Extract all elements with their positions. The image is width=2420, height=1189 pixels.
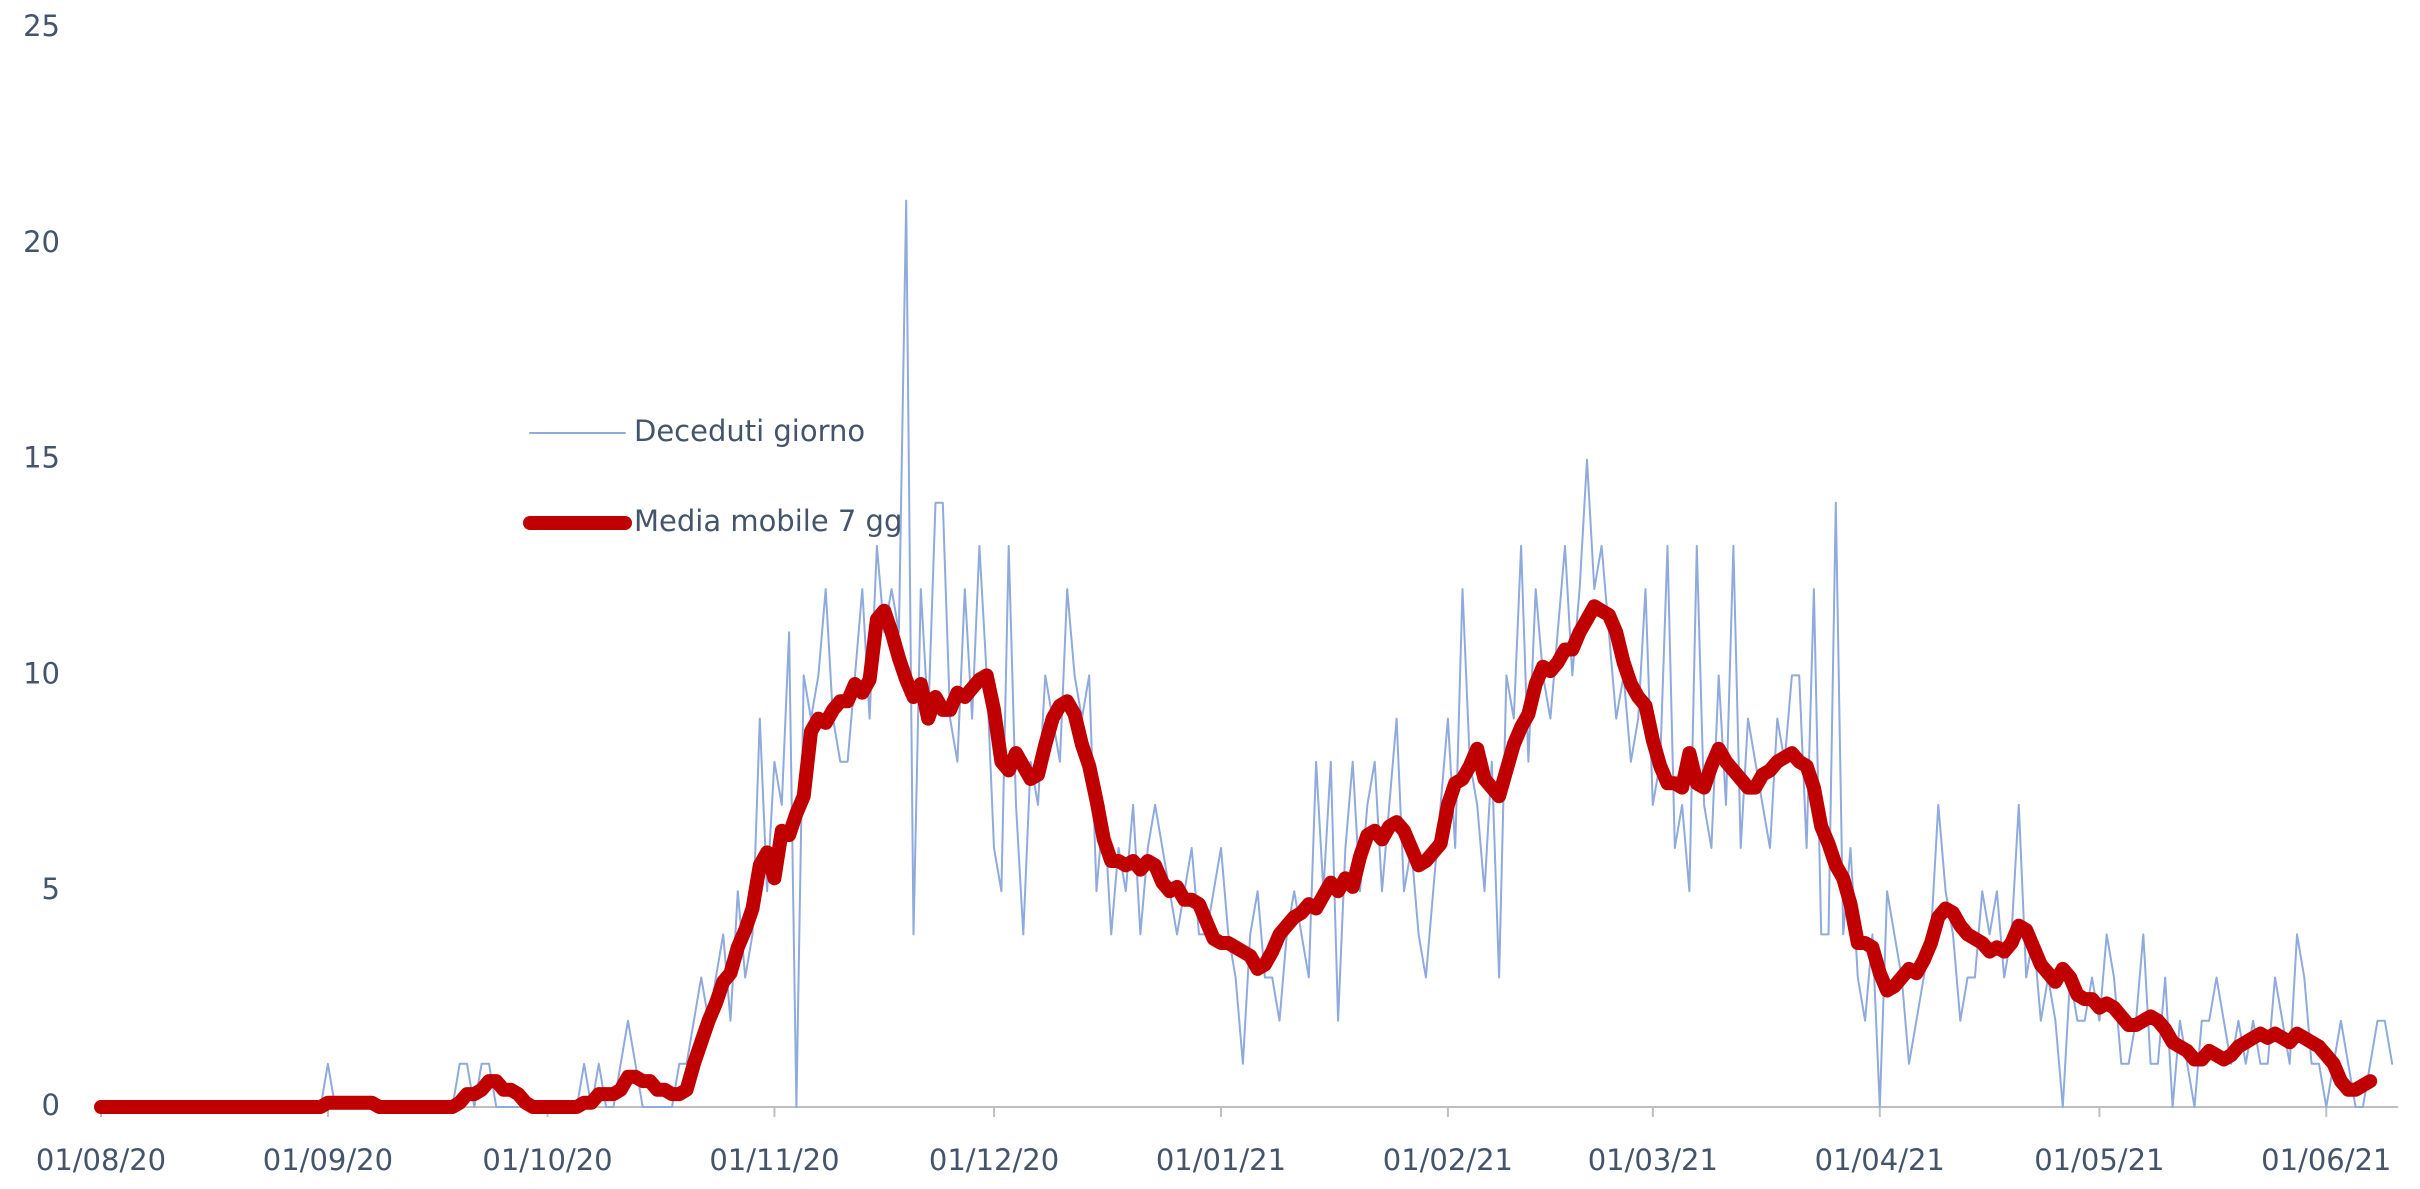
x-tick-label: 01/01/21 — [1156, 1143, 1286, 1177]
y-tick-label: 5 — [42, 872, 60, 906]
series-line — [94, 599, 2378, 1114]
y-tick-label: 20 — [23, 225, 60, 259]
x-tick-label: 01/04/21 — [1815, 1143, 1945, 1177]
legend-label: Deceduti giorno — [634, 414, 865, 448]
x-tick-label: 01/12/20 — [929, 1143, 1059, 1177]
x-tick-label: 01/03/21 — [1588, 1143, 1718, 1177]
legend-label: Media mobile 7 gg — [634, 504, 902, 538]
x-tick-label: 01/05/21 — [2034, 1143, 2164, 1177]
y-tick-label: 10 — [23, 656, 60, 690]
x-tick-label: 01/02/21 — [1383, 1143, 1513, 1177]
x-tick-label: 01/09/20 — [263, 1143, 393, 1177]
y-tick-label: 0 — [42, 1088, 60, 1122]
x-tick-label: 01/08/20 — [36, 1143, 166, 1177]
y-tick-label: 25 — [23, 9, 60, 43]
x-tick-label: 01/06/21 — [2261, 1143, 2391, 1177]
y-tick-label: 15 — [23, 441, 60, 475]
x-tick-label: 01/11/20 — [709, 1143, 839, 1177]
x-tick-label: 01/10/20 — [482, 1143, 612, 1177]
